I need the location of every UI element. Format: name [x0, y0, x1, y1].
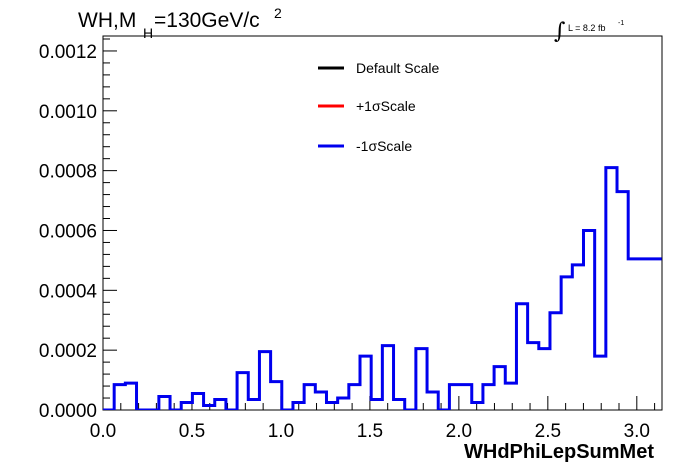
y-tick-label: 0.0008: [39, 162, 97, 183]
x-axis-label: WHdPhiLepSumMet: [464, 441, 654, 463]
y-tick-label: 0.0006: [39, 221, 97, 242]
x-tick-label: 0.5: [179, 421, 205, 442]
x-tick-label: 1.5: [357, 421, 383, 442]
series-layer: [103, 166, 662, 410]
lumi-exponent: -1: [618, 20, 624, 27]
x-tick-label: 2.0: [446, 421, 472, 442]
legend-label: +1σScale: [356, 98, 416, 114]
y-tick-label: 0.0004: [39, 281, 98, 302]
title-rest: =130GeV/c: [154, 9, 260, 32]
x-tick-label: 1.0: [268, 421, 294, 442]
plot-frame: [102, 35, 663, 411]
title-superscript: 2: [274, 5, 282, 21]
y-tick-label: 0.0000: [39, 401, 97, 422]
x-axis: 0.0 0.5 1.0 1.5 2.0 2.5 3.0: [90, 396, 656, 442]
y-tick-label: 0.0012: [39, 42, 97, 63]
x-tick-label: 3.0: [624, 421, 650, 442]
y-tick-label: 0.0010: [39, 102, 97, 123]
x-tick-label: 0.0: [90, 421, 116, 442]
legend-label: -1σScale: [356, 138, 412, 154]
y-axis: 0.0000 0.0002 0.0004 0.0006 0.0008 0.0010 0.00…: [39, 38, 117, 422]
title-main: WH,M: [78, 9, 136, 32]
lumi-integral: ∫: [554, 19, 566, 44]
histogram-line-minus1sigma: [103, 166, 662, 410]
luminosity-label: ∫ L = 8.2 fb -1: [554, 19, 624, 44]
y-tick-label: 0.0002: [39, 341, 97, 362]
lumi-text: L = 8.2 fb: [568, 23, 605, 33]
chart-title: WH,M H =130GeV/c 2: [78, 5, 282, 41]
legend: Default Scale +1σScale -1σScale: [318, 60, 439, 154]
x-tick-label: 2.5: [535, 421, 561, 442]
title-subscript: H: [143, 25, 153, 41]
legend-label: Default Scale: [356, 60, 439, 76]
